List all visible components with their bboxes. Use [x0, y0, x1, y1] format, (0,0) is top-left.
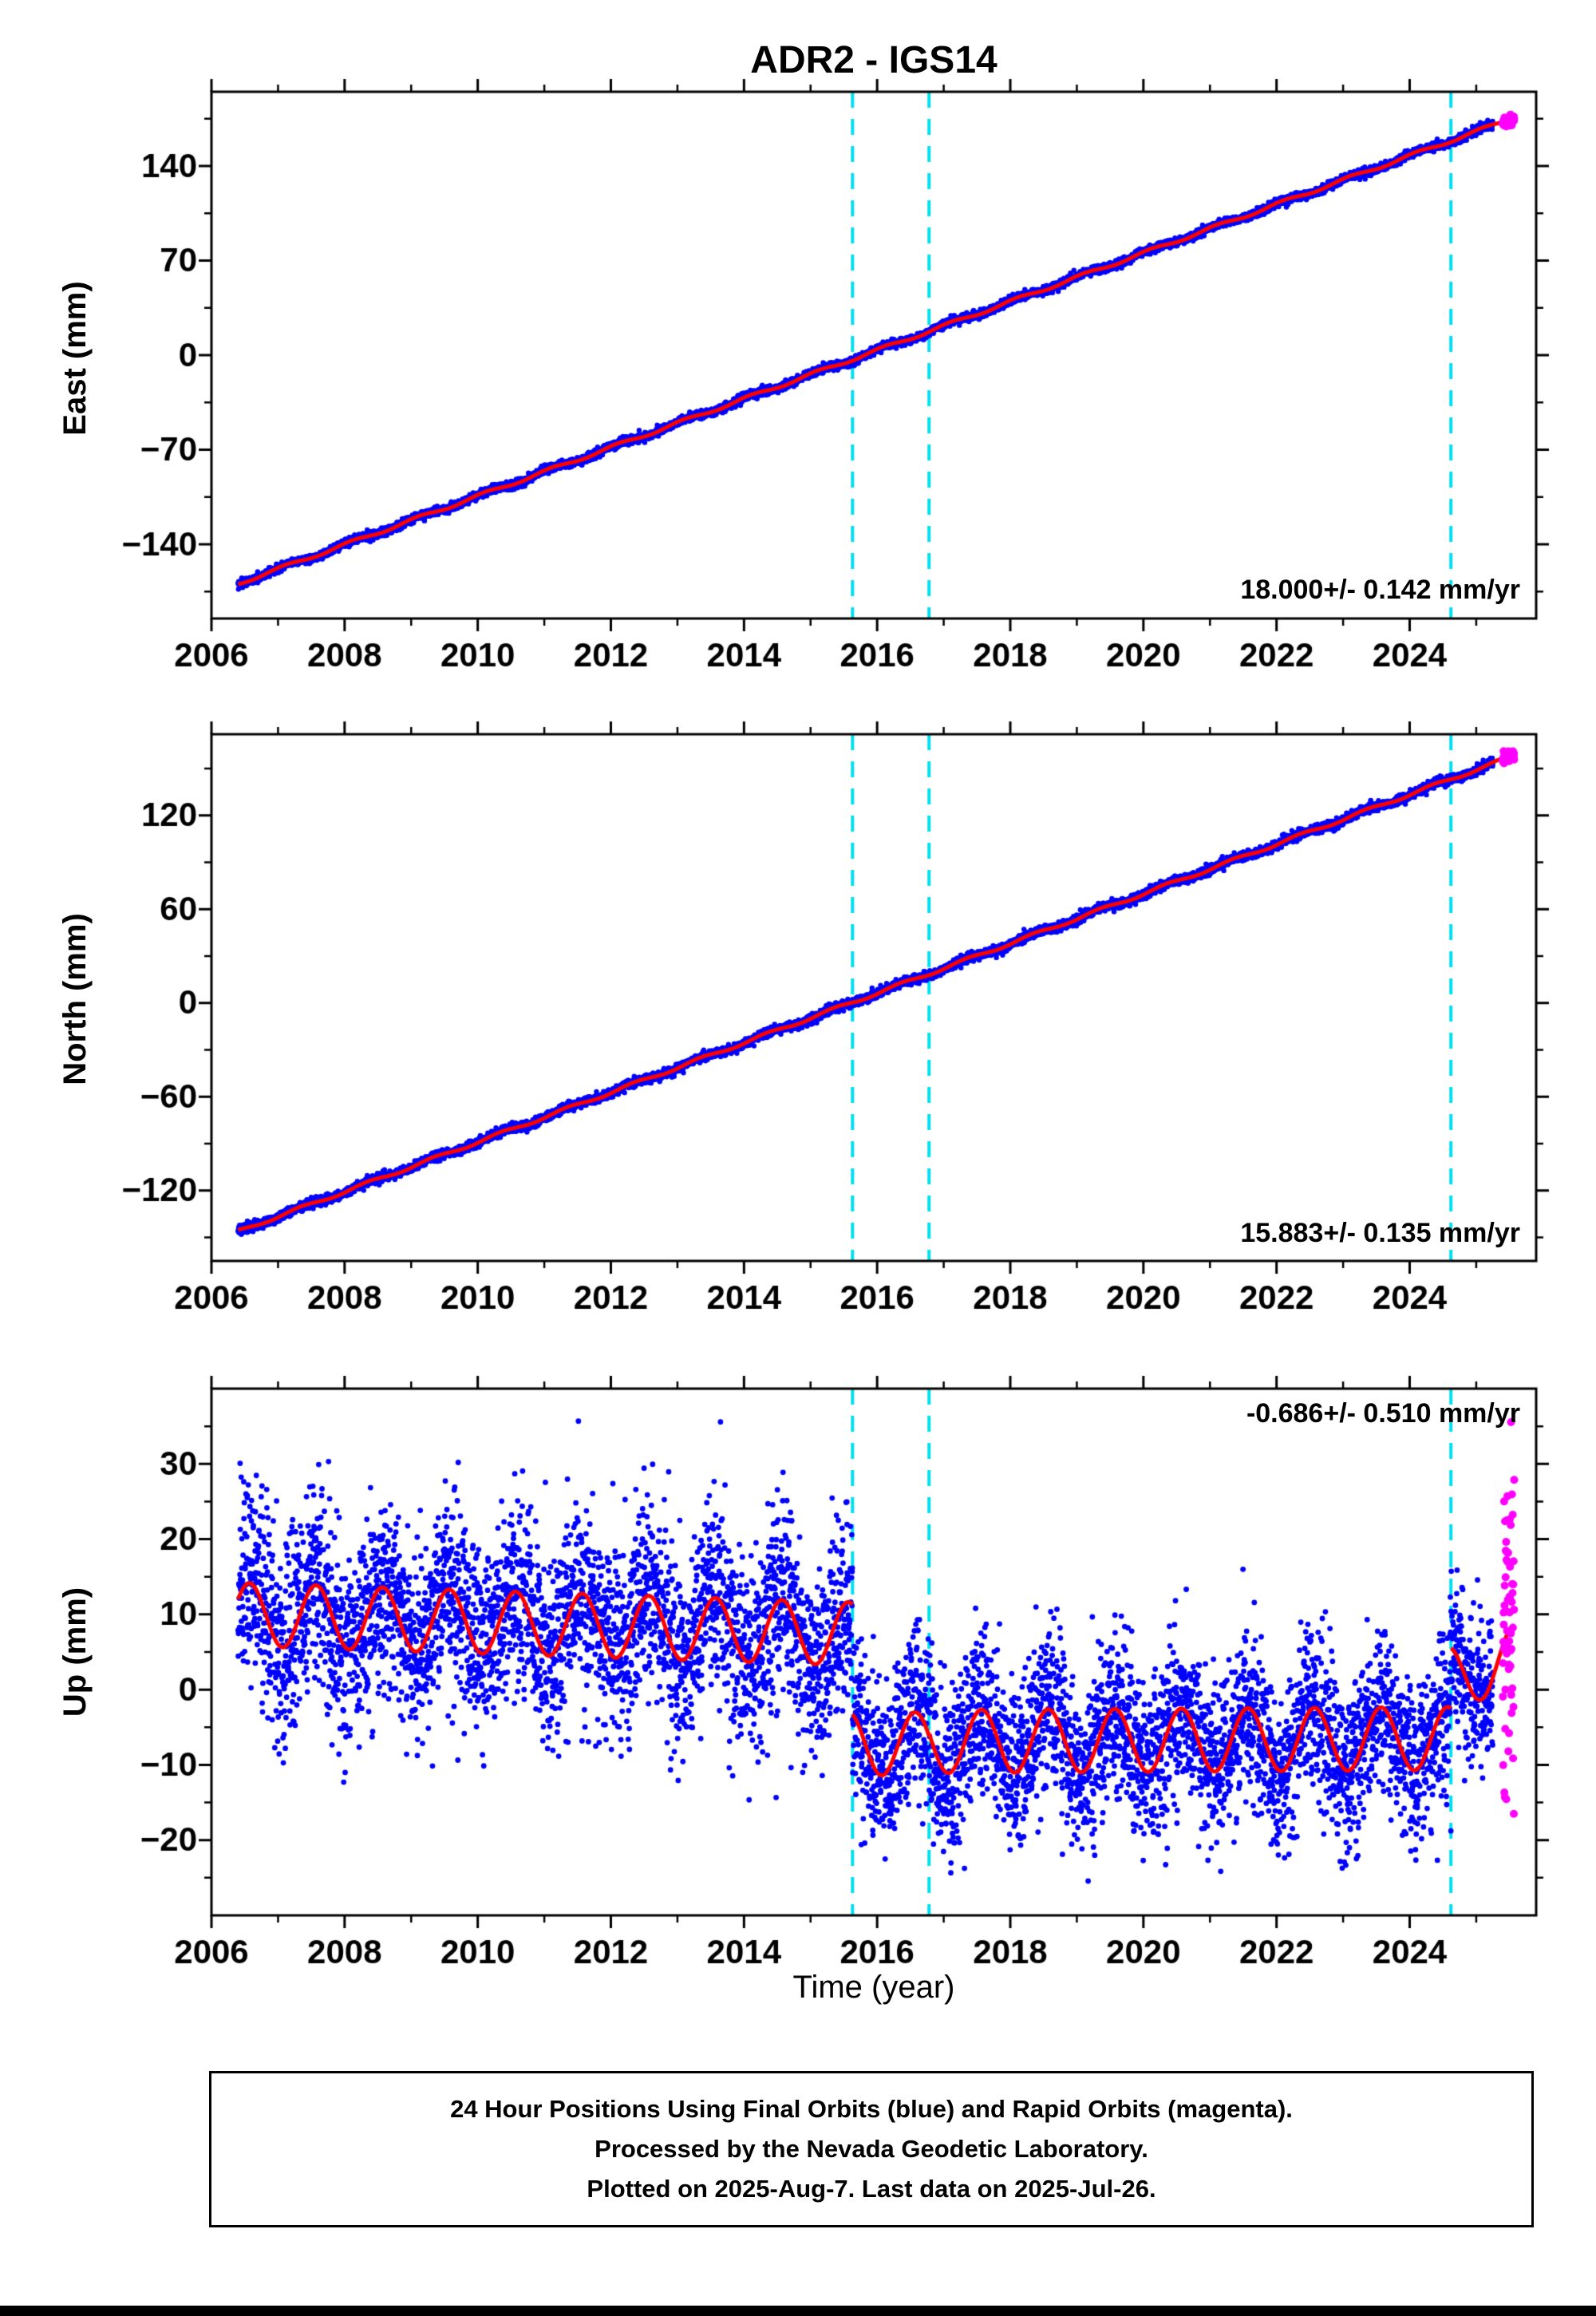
bottom-border-bar [0, 2306, 1596, 2316]
north-axis-label: North (mm) [57, 913, 93, 1085]
caption-line-3: Plotted on 2025-Aug-7. Last data on 2025… [587, 2175, 1156, 2203]
east-chart-canvas [0, 76, 1596, 690]
plot-title: ADR2 - IGS14 [750, 39, 998, 81]
time-axis-label: Time (year) [792, 1970, 955, 2005]
up-rate-annotation: -0.686+/- 0.510 mm/yr [1246, 1398, 1520, 1429]
caption-line-1: 24 Hour Positions Using Final Orbits (bl… [450, 2095, 1293, 2123]
east-rate-annotation: 18.000+/- 0.142 mm/yr [1240, 575, 1520, 605]
caption-line-2: Processed by the Nevada Geodetic Laborat… [595, 2135, 1148, 2163]
north-rate-annotation: 15.883+/- 0.135 mm/yr [1240, 1218, 1520, 1248]
up-axis-label: Up (mm) [57, 1587, 93, 1717]
north-chart-canvas [0, 718, 1596, 1333]
east-axis-label: East (mm) [57, 281, 93, 436]
up-chart-canvas [0, 1373, 1596, 1987]
caption-box: 24 Hour Positions Using Final Orbits (bl… [209, 2071, 1534, 2227]
